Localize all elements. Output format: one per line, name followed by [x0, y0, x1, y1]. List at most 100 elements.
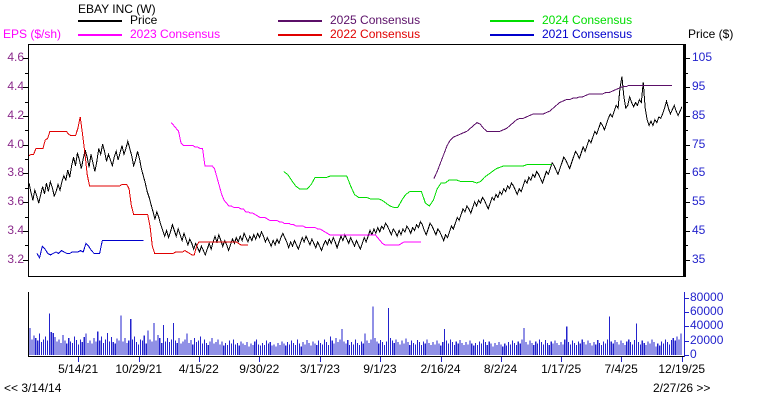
left-axis-tick-mark — [23, 259, 29, 261]
right-axis-minor-tick — [684, 130, 688, 132]
legend-color-swatch-icon — [78, 34, 122, 36]
legend-item-label: 2021 Consensus — [542, 27, 633, 41]
x-axis-tick-label: 3/17/23 — [299, 362, 340, 376]
price-plot-area — [28, 44, 684, 277]
right-axis-minor-tick — [684, 245, 688, 247]
right-axis-tick-label: 35 — [692, 251, 706, 266]
right-axis-tick-label: 65 — [692, 165, 706, 180]
right-axis-tick-mark — [684, 115, 690, 117]
x-axis-tick-label: 2/16/24 — [420, 362, 461, 376]
price-plot-svg — [29, 76, 682, 260]
right-axis-spine — [684, 44, 686, 277]
chart-legend: EBAY INC (W) EPS ($/sh) Price ($) Price 2… — [0, 0, 760, 44]
right-axis-minor-tick — [684, 187, 688, 189]
x-axis-tick-mark — [561, 357, 563, 362]
volume-axis-tick-mark — [684, 340, 689, 342]
left-axis-tick-mark — [23, 230, 29, 232]
series-line-2024-consensus — [283, 163, 552, 208]
left-axis-title: EPS ($/sh) — [3, 27, 62, 41]
right-axis-title: Price ($) — [688, 27, 734, 41]
left-axis-minor-tick — [25, 72, 29, 74]
legend-color-swatch-icon — [490, 34, 534, 36]
x-axis-tick-label: 8/2/24 — [483, 362, 518, 376]
left-axis-tick-label: 3.8 — [7, 165, 24, 180]
volume-axis-tick-mark — [684, 326, 689, 328]
next-page-button[interactable]: 2/27/26 >> — [653, 381, 711, 395]
series-line-2025-consensus — [433, 84, 673, 179]
x-axis-tick-mark — [138, 357, 140, 362]
series-line-2022-consensus — [29, 116, 248, 256]
legend-color-swatch-icon — [278, 20, 322, 22]
left-axis-tick-label: 4.2 — [7, 107, 24, 122]
legend-item-label: 2025 Consensus — [330, 13, 421, 27]
right-axis-minor-tick — [684, 159, 688, 160]
right-axis-tick-mark — [684, 144, 690, 146]
x-axis-tick-mark — [319, 357, 321, 362]
series-line-2021-consensus — [36, 240, 144, 260]
left-axis-tick-mark — [23, 87, 29, 89]
right-axis-tick-mark — [684, 173, 690, 175]
x-axis-tick-mark — [78, 357, 80, 362]
x-axis-tick-label: 7/4/25 — [604, 362, 638, 376]
volume-plot-svg — [29, 306, 682, 355]
left-axis-tick-mark — [23, 173, 29, 175]
left-axis-tick-label: 3.4 — [7, 222, 24, 237]
x-axis-tick-mark — [198, 357, 200, 362]
left-axis-tick-mark — [23, 202, 29, 204]
legend-item-label: 2023 Consensus — [130, 27, 221, 41]
right-axis-minor-tick — [684, 72, 688, 74]
right-axis-tick-label: 85 — [692, 107, 706, 122]
x-axis-tick-mark — [500, 357, 502, 362]
x-axis-tick-mark — [379, 357, 381, 362]
right-axis-tick-label: 95 — [692, 79, 706, 94]
left-axis-minor-tick — [25, 245, 29, 247]
right-axis-tick-mark — [684, 58, 690, 60]
series-line-2023-consensus — [170, 122, 421, 246]
right-axis-minor-tick — [684, 216, 688, 218]
volume-axis-tick-label: 40000 — [690, 318, 724, 333]
prev-page-button[interactable]: << 3/14/14 — [4, 381, 62, 395]
left-axis-minor-tick — [25, 101, 29, 103]
left-axis-tick-label: 3.6 — [7, 194, 24, 209]
right-axis-tick-mark — [684, 230, 690, 232]
x-axis-tick-mark — [259, 357, 261, 362]
volume-plot-area — [28, 292, 684, 357]
right-axis-minor-tick — [684, 101, 688, 103]
left-axis-tick-mark — [23, 144, 29, 146]
x-axis-tick-label: 1/17/25 — [541, 362, 582, 376]
volume-axis-spine — [684, 292, 686, 357]
right-axis-tick-mark — [684, 202, 690, 204]
left-axis-tick-label: 4.4 — [7, 79, 24, 94]
right-axis-tick-label: 45 — [692, 222, 706, 237]
left-axis-tick-label: 3.2 — [7, 251, 24, 266]
left-axis-tick-label: 4.0 — [7, 136, 24, 151]
chart-series-title: EBAY INC (W) — [78, 2, 156, 16]
right-axis-tick-mark — [684, 259, 690, 261]
volume-axis-tick-mark — [684, 312, 689, 314]
left-axis-minor-tick — [25, 216, 29, 218]
legend-color-swatch-icon — [78, 20, 122, 22]
left-axis-tick-mark — [23, 58, 29, 60]
x-axis-tick-mark — [681, 357, 683, 362]
left-axis-tick-label: 4.6 — [7, 50, 24, 65]
legend-item-label: 2022 Consensus — [330, 27, 421, 41]
series-line-price — [29, 76, 682, 257]
volume-axis-tick-label: 20000 — [690, 332, 724, 347]
right-axis-tick-mark — [684, 87, 690, 89]
x-axis-tick-label: 4/15/22 — [178, 362, 219, 376]
left-axis-minor-tick — [25, 130, 29, 132]
volume-axis-tick-mark — [684, 355, 689, 356]
left-axis-minor-tick — [25, 187, 29, 189]
legend-item-label: 2024 Consensus — [542, 13, 633, 27]
right-axis-tick-label: 105 — [692, 50, 713, 65]
legend-color-swatch-icon — [490, 20, 534, 22]
volume-axis-tick-mark — [684, 297, 689, 299]
volume-axis-tick-label: 0 — [690, 347, 697, 361]
x-axis-tick-mark — [440, 357, 442, 362]
x-axis-tick-label: 9/1/23 — [363, 362, 397, 376]
left-axis-minor-tick — [25, 159, 29, 160]
volume-axis-tick-label: 80000 — [690, 289, 724, 304]
x-axis-tick-mark — [621, 357, 623, 362]
x-axis-tick-label: 5/14/21 — [58, 362, 99, 376]
left-axis-tick-mark — [23, 115, 29, 117]
